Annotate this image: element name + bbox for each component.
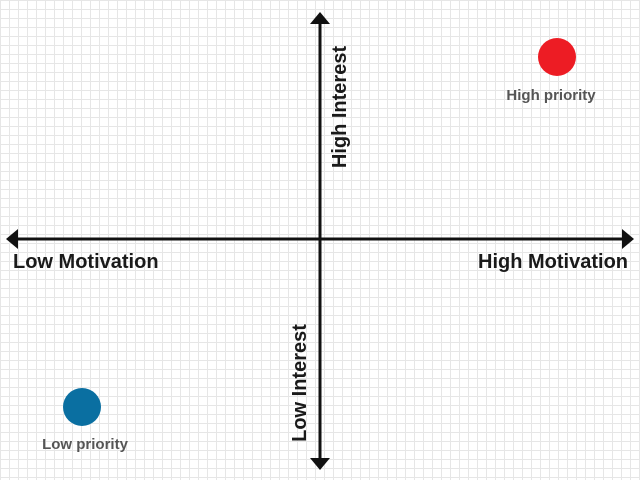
high-motivation-label: High Motivation	[478, 251, 628, 273]
low-interest-label: Low Interest	[289, 324, 311, 442]
high-priority-label: High priority	[506, 87, 596, 104]
top-arrowhead	[310, 12, 330, 24]
left-arrowhead	[6, 229, 18, 249]
low-motivation-label: Low Motivation	[13, 251, 159, 273]
low-priority-dot	[63, 388, 101, 426]
low-priority-label: Low priority	[42, 436, 128, 453]
high-priority-dot	[538, 38, 576, 76]
high-interest-label: High Interest	[329, 45, 351, 169]
right-arrowhead	[622, 229, 634, 249]
bottom-arrowhead	[310, 458, 330, 470]
